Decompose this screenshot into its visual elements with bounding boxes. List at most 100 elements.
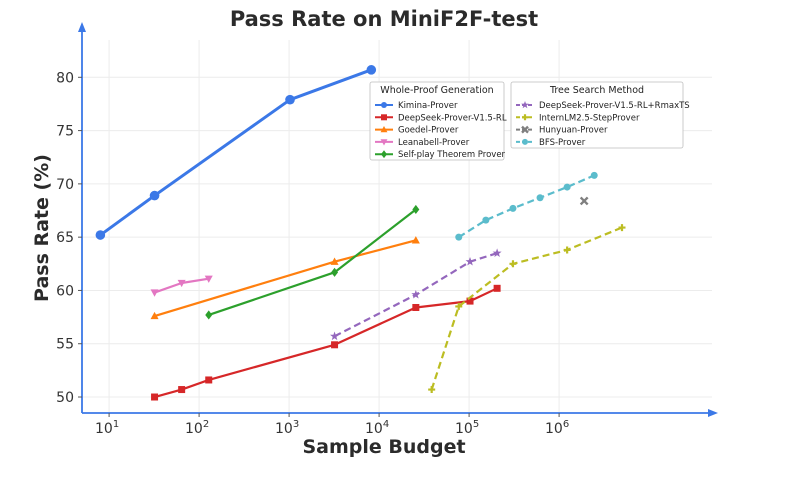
legend-entry: Leanabell-Prover bbox=[375, 138, 470, 148]
data-point bbox=[205, 376, 213, 384]
data-point bbox=[466, 297, 474, 305]
data-point bbox=[366, 65, 377, 75]
legend-whole-proof-generation: Whole-Proof Generation Kimina-Prover DeepS… bbox=[369, 81, 507, 161]
data-point bbox=[563, 183, 571, 191]
y-axis-arrow bbox=[78, 22, 86, 32]
legend-box bbox=[510, 81, 684, 149]
legend-marker bbox=[521, 125, 529, 134]
legend-tree-search-method: Tree Search Method DeepSeek-Prover-V1.5-R… bbox=[510, 81, 690, 149]
data-point bbox=[177, 279, 186, 288]
series-hunyuan-prover bbox=[579, 196, 589, 206]
y-axis-label: Pass Rate (%) bbox=[31, 154, 53, 302]
data-point bbox=[492, 248, 502, 257]
data-point bbox=[204, 275, 213, 283]
legend-label: Self-play Theorem Prover bbox=[398, 150, 506, 160]
y-tick-label: 55 bbox=[56, 337, 74, 353]
series-line bbox=[154, 239, 417, 318]
x-axis-label: Sample Budget bbox=[302, 436, 465, 458]
legend-label: BFS-Prover bbox=[539, 138, 586, 148]
x-tick-label: 101 bbox=[95, 419, 119, 437]
data-point bbox=[493, 284, 501, 292]
data-point bbox=[150, 289, 159, 297]
series-goedel-prover bbox=[150, 236, 420, 320]
legend-layer: Whole-Proof Generation Kimina-Prover DeepS… bbox=[369, 81, 690, 161]
x-tick-label: 103 bbox=[275, 419, 299, 437]
y-tick-label: 60 bbox=[56, 283, 74, 299]
y-tick-label: 80 bbox=[56, 70, 74, 86]
legend-label: Kimina-Prover bbox=[398, 101, 458, 111]
data-point bbox=[536, 194, 544, 202]
data-point bbox=[411, 236, 420, 244]
series-self-play-theorem-prover bbox=[205, 204, 420, 320]
data-point bbox=[618, 224, 626, 232]
y-tick-label: 75 bbox=[56, 124, 74, 140]
legend-entry: InternLM2.5-StepProver bbox=[516, 113, 640, 123]
data-point bbox=[563, 246, 571, 254]
data-point bbox=[330, 257, 339, 265]
data-point bbox=[205, 310, 213, 320]
legend-marker bbox=[380, 126, 388, 133]
series-kimina-prover bbox=[95, 65, 377, 240]
y-tick-label: 70 bbox=[56, 177, 74, 193]
series-bfs-prover bbox=[455, 171, 598, 241]
data-point bbox=[412, 204, 420, 214]
chart-title: Pass Rate on MiniF2F-test bbox=[230, 7, 538, 31]
legend-entry: Kimina-Prover bbox=[375, 101, 458, 111]
legend-entry: BFS-Prover bbox=[516, 138, 586, 148]
legend-label: InternLM2.5-StepProver bbox=[539, 113, 640, 123]
data-point bbox=[509, 260, 517, 268]
legend-marker bbox=[381, 102, 387, 108]
legend-entry: DeepSeek-Prover-V1.5-RL bbox=[375, 113, 507, 123]
legend-title: Whole-Proof Generation bbox=[380, 85, 493, 96]
series-line bbox=[334, 252, 498, 338]
data-point bbox=[330, 331, 340, 341]
series-line bbox=[99, 68, 372, 237]
legend-marker bbox=[521, 100, 529, 109]
data-point bbox=[331, 267, 339, 277]
data-point bbox=[579, 196, 589, 206]
y-tick-label: 50 bbox=[56, 390, 74, 406]
legend-title: Tree Search Method bbox=[549, 85, 644, 96]
legend-label: Leanabell-Prover bbox=[398, 138, 470, 148]
data-point bbox=[150, 311, 159, 320]
x-tick-label: 106 bbox=[545, 419, 569, 437]
data-point bbox=[509, 204, 517, 212]
legend-entry: Hunyuan-Prover bbox=[516, 126, 608, 136]
data-point bbox=[412, 303, 420, 311]
legend-label: Goedel-Prover bbox=[398, 126, 459, 136]
legend-marker bbox=[380, 139, 388, 146]
data-point bbox=[465, 256, 475, 266]
data-point bbox=[331, 341, 339, 349]
data-point bbox=[590, 171, 598, 179]
series-leanabell-prover bbox=[150, 275, 213, 297]
series-line bbox=[208, 208, 417, 316]
legend-marker bbox=[381, 150, 387, 159]
x-tick-label: 102 bbox=[185, 419, 209, 437]
series-deepseek-prover-v1-5-rl bbox=[151, 284, 501, 401]
data-point bbox=[285, 94, 295, 105]
series-internlm2-5-stepprover bbox=[428, 224, 626, 394]
legend-label: DeepSeek-Prover-V1.5-RL+RmaxTS bbox=[539, 101, 690, 111]
x-axis-arrow bbox=[708, 409, 718, 417]
x-tick-label: 104 bbox=[365, 419, 389, 437]
legend-marker bbox=[381, 114, 387, 121]
data-point bbox=[151, 393, 159, 401]
legend-entry: DeepSeek-Prover-V1.5-RL+RmaxTS bbox=[516, 100, 690, 111]
series-line bbox=[430, 226, 623, 390]
series-line bbox=[458, 174, 595, 239]
legend-label: Hunyuan-Prover bbox=[539, 126, 608, 136]
y-tick-label: 65 bbox=[56, 230, 74, 246]
legend-marker bbox=[522, 138, 528, 145]
data-point bbox=[95, 230, 106, 240]
legend-entry: Self-play Theorem Prover bbox=[375, 150, 506, 160]
data-point bbox=[482, 216, 490, 224]
data-point bbox=[411, 289, 421, 299]
data-point bbox=[455, 302, 463, 310]
legend-label: DeepSeek-Prover-V1.5-RL bbox=[398, 113, 507, 123]
data-point bbox=[428, 386, 436, 394]
x-tick-label: 105 bbox=[455, 419, 479, 437]
data-point bbox=[178, 386, 186, 394]
series-deepseek-prover-v1-5-rl-rmaxts bbox=[330, 248, 502, 341]
legend-box bbox=[369, 81, 505, 161]
legend-entry: Goedel-Prover bbox=[375, 126, 459, 136]
